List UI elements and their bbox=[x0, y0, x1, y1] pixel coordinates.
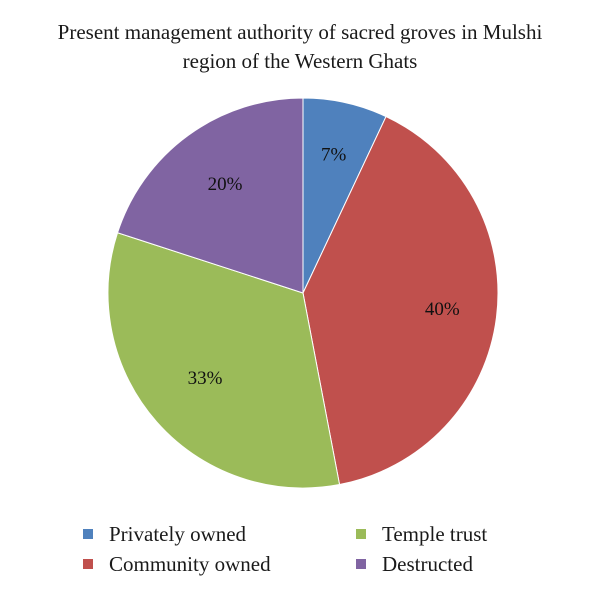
chart-legend: Privately owned Temple trust Community own… bbox=[0, 520, 600, 580]
legend-item-temple-trust: Temple trust bbox=[356, 520, 487, 548]
pie-slice-temple-trust bbox=[107, 232, 341, 489]
legend-swatch bbox=[356, 529, 366, 539]
chart-title: Present management authority of sacred g… bbox=[0, 18, 600, 76]
pie-slice-community-owned bbox=[302, 115, 499, 486]
legend-label: Community owned bbox=[109, 551, 271, 576]
legend-item-privately-owned: Privately owned bbox=[83, 520, 246, 548]
slice-label-destructed: 20% bbox=[208, 174, 243, 195]
chart-title-line-1: Present management authority of sacred g… bbox=[57, 20, 543, 44]
legend-item-community-owned: Community owned bbox=[83, 550, 271, 578]
legend-label: Destructed bbox=[382, 551, 473, 576]
legend-swatch bbox=[356, 559, 366, 569]
legend-label: Privately owned bbox=[109, 521, 247, 546]
pie-slice-destructed bbox=[116, 97, 304, 294]
chart-title-line-2: region of the Western Ghats bbox=[182, 49, 418, 73]
slice-label-community-owned: 40% bbox=[425, 299, 460, 320]
legend-label: Temple trust bbox=[382, 521, 488, 546]
legend-item-destructed: Destructed bbox=[356, 550, 473, 578]
legend-swatch bbox=[83, 559, 93, 569]
slice-label-privately-owned: 7% bbox=[321, 144, 347, 165]
slice-label-temple-trust: 33% bbox=[188, 368, 223, 389]
legend-swatch bbox=[83, 529, 93, 539]
